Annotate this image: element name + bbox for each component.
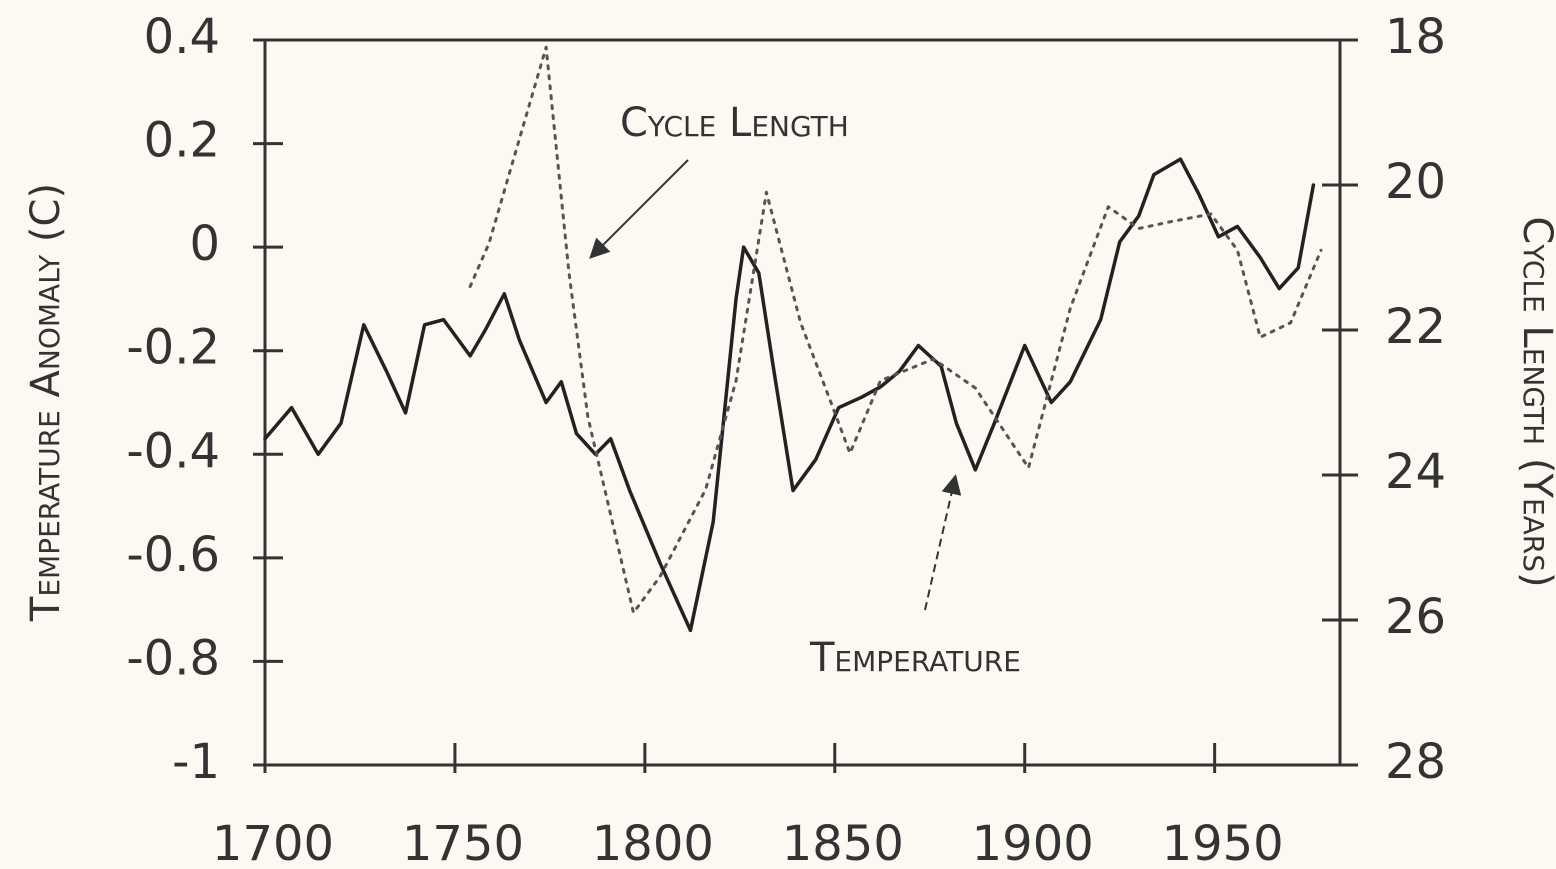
y2-tick-label: 22 <box>1385 299 1446 355</box>
line-series <box>263 157 1316 633</box>
y-tick-label: 0 <box>189 216 220 272</box>
x-tick-label: 1900 <box>972 816 1094 869</box>
x-tick-label: 1750 <box>402 816 524 869</box>
line-series <box>468 45 1323 615</box>
y-tick-label: -0.6 <box>126 527 220 583</box>
annotation-arrow <box>589 159 689 259</box>
annotation: Cycle Length <box>620 100 849 146</box>
y-tick-label: 0.4 <box>144 9 220 65</box>
x-tick-label: 1950 <box>1162 816 1284 869</box>
y2-tick-label: 18 <box>1385 9 1446 65</box>
x-tick-label: 1700 <box>212 816 334 869</box>
y2-tick-label: 28 <box>1385 734 1446 790</box>
y2-axis-label: Cycle Length (Years) <box>1514 216 1556 587</box>
annotation-arrow <box>924 474 962 611</box>
y2-tick-label: 26 <box>1385 589 1446 645</box>
y-axis-label: Temperature Anomaly (C) <box>23 183 69 622</box>
y-tick-label: -0.8 <box>126 630 220 686</box>
y2-tick-label: 24 <box>1385 444 1446 500</box>
plot-frame <box>263 38 1342 767</box>
x-tick-label: 1800 <box>592 816 714 869</box>
y-tick-label: -1 <box>172 734 220 790</box>
annotation: Temperature <box>809 635 1021 681</box>
y-tick-label: -0.4 <box>126 423 220 479</box>
y-tick-label: -0.2 <box>126 320 220 376</box>
y2-tick-label: 20 <box>1385 154 1446 210</box>
x-tick-label: 1850 <box>782 816 904 869</box>
y-tick-label: 0.2 <box>144 113 220 169</box>
